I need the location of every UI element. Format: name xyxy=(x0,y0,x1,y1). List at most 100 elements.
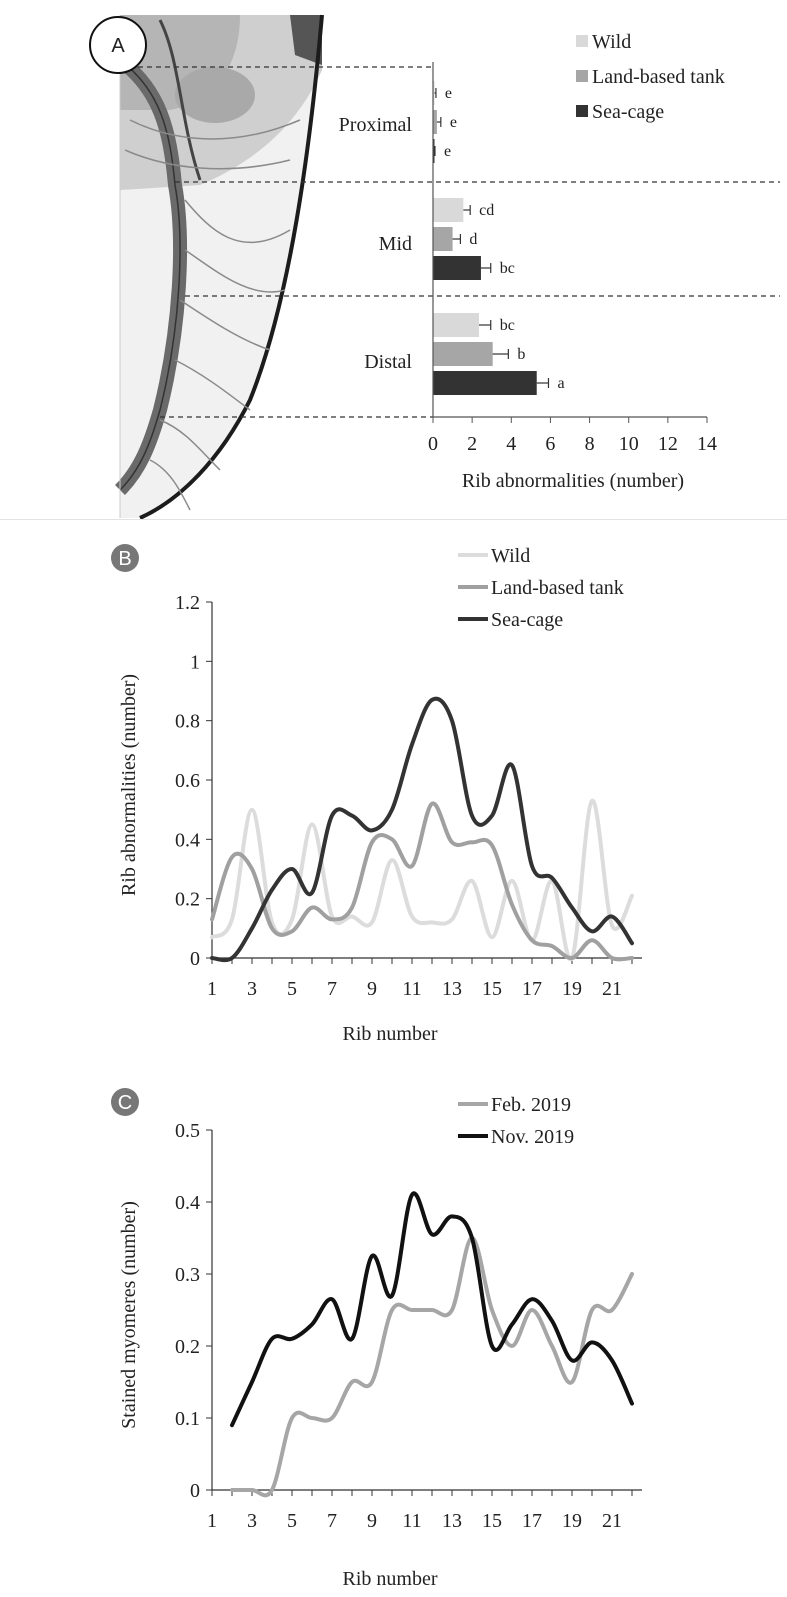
x-tick-label-12: 12 xyxy=(658,433,678,455)
bar-distal-sea-cage xyxy=(433,371,537,395)
significance-letter-distal-sea-cage: a xyxy=(557,375,564,392)
legend-label-wild: Wild xyxy=(592,31,631,53)
x-tick-label-19: 19 xyxy=(562,978,582,1000)
legend-label-sea: Sea-cage xyxy=(592,101,664,123)
svg-text:B: B xyxy=(118,548,131,570)
x-tick-label-3: 3 xyxy=(247,1510,257,1532)
x-tick-label-11: 11 xyxy=(402,978,421,1000)
panel-c-y-axis-title: Stained myomeres (number) xyxy=(118,1201,140,1429)
significance-letter-proximal-wild: e xyxy=(445,85,452,102)
x-tick-label-13: 13 xyxy=(442,1510,462,1532)
significance-letter-proximal-sea-cage: e xyxy=(444,143,451,160)
x-tick-label-17: 17 xyxy=(522,1510,542,1532)
line-sea-cage xyxy=(210,696,634,963)
region-label-mid: Mid xyxy=(379,233,412,255)
x-tick-label-11: 11 xyxy=(402,1510,421,1532)
panel-c-legend: Feb. 2019 Nov. 2019 xyxy=(458,1094,574,1148)
region-labels: Proximal Mid Distal xyxy=(339,114,413,373)
legend-label-nov-2019: Nov. 2019 xyxy=(491,1126,574,1148)
significance-letter-distal-wild: bc xyxy=(500,317,515,334)
x-tick-label-14: 14 xyxy=(697,433,717,455)
line-wild xyxy=(210,798,634,962)
panel-b-axes: 00.20.40.60.811.21 3 5 7 9 11 13 15 17 19 21 xyxy=(175,592,642,1000)
panel-b-x-axis-title: Rib number xyxy=(343,1023,438,1045)
legend-swatch-wild xyxy=(576,35,588,47)
panel-c-lines xyxy=(230,1191,634,1498)
bar-mid-wild xyxy=(433,198,464,222)
bar-distal-land-based-tank xyxy=(433,342,493,366)
region-label-distal: Distal xyxy=(364,351,412,373)
y-tick-label-0-1: 0.1 xyxy=(175,1408,200,1430)
bar-proximal-land-based-tank xyxy=(433,110,437,134)
x-tick-label-6: 6 xyxy=(545,433,555,455)
legend-label-wild: Wild xyxy=(491,545,530,567)
x-tick-label-21: 21 xyxy=(602,1510,622,1532)
x-tick-label-5: 5 xyxy=(287,978,297,1000)
fish-rib-illustration xyxy=(114,14,324,519)
significance-letter-mid-wild: cd xyxy=(479,202,494,219)
panel-a-legend: Wild Land-based tank Sea-cage xyxy=(576,31,725,123)
x-tick-label-5: 5 xyxy=(287,1510,297,1532)
x-tick-label-1: 1 xyxy=(207,1510,217,1532)
x-tick-label-1: 1 xyxy=(207,978,217,1000)
y-tick-label-1-2: 1.2 xyxy=(175,592,200,614)
y-tick-label-0-6: 0.6 xyxy=(175,770,200,792)
x-tick-label-7: 7 xyxy=(327,1510,337,1532)
panel-b-label: B xyxy=(111,544,139,572)
panel-b-legend: Wild Land-based tank Sea-cage xyxy=(458,545,624,631)
panel-b-chart: B Wild Land-based tank Sea-cage 0 0.2 0.4 0.6… xyxy=(111,544,642,1045)
line-land-based-tank xyxy=(210,801,634,962)
bar-mid-land-based-tank xyxy=(433,227,453,251)
legend-swatch-land xyxy=(576,70,588,82)
significance-letter-distal-land-based-tank: b xyxy=(517,346,525,363)
panel-a-axis: 0 2 4 6 8 10 12 14 xyxy=(428,62,717,455)
panel-c-x-axis-title: Rib number xyxy=(343,1568,438,1590)
panel-a-chart: A Proximal Mid Distal Wild Land-based ta… xyxy=(89,14,780,519)
line-nov-2019 xyxy=(230,1191,634,1428)
legend-label-feb-2019: Feb. 2019 xyxy=(491,1094,571,1116)
bar-mid-sea-cage xyxy=(433,256,481,280)
x-tick-label-3: 3 xyxy=(247,978,257,1000)
x-tick-label-10: 10 xyxy=(619,433,639,455)
svg-text:A: A xyxy=(111,35,125,57)
x-tick-label-15: 15 xyxy=(482,978,502,1000)
legend-label-sea-cage: Sea-cage xyxy=(491,609,563,631)
y-tick-label-0-5: 0.5 xyxy=(175,1120,200,1142)
svg-text:C: C xyxy=(118,1092,132,1114)
x-tick-label-19: 19 xyxy=(562,1510,582,1532)
x-tick-label-9: 9 xyxy=(367,978,377,1000)
line-feb-2019 xyxy=(230,1236,634,1498)
legend-swatch-sea xyxy=(576,105,588,117)
x-tick-label-9: 9 xyxy=(367,1510,377,1532)
significance-letter-mid-sea-cage: bc xyxy=(500,260,515,277)
bar-proximal-sea-cage xyxy=(433,139,435,163)
panel-a-x-axis-title: Rib abnormalities (number) xyxy=(462,470,684,492)
panel-a-label: A xyxy=(89,16,147,74)
panel-c-label: C xyxy=(111,1088,139,1116)
panel-b-y-axis-title: Rib abnormalities (number) xyxy=(118,674,140,896)
y-tick-label-0-4: 0.4 xyxy=(175,1192,200,1214)
legend-label-land: Land-based tank xyxy=(592,66,725,88)
y-tick-label-0-3: 0.3 xyxy=(175,1264,200,1286)
significance-letter-proximal-land-based-tank: e xyxy=(450,114,457,131)
significance-letter-mid-land-based-tank: d xyxy=(469,231,477,248)
panel-divider xyxy=(0,519,787,520)
x-tick-label-13: 13 xyxy=(442,978,462,1000)
region-separators xyxy=(138,66,780,418)
bar-proximal-wild xyxy=(433,81,435,105)
x-tick-label-7: 7 xyxy=(327,978,337,1000)
x-tick-label-15: 15 xyxy=(482,1510,502,1532)
y-tick-label-0: 0 xyxy=(190,948,200,970)
y-tick-label-0-8: 0.8 xyxy=(175,711,200,733)
x-tick-label-21: 21 xyxy=(602,978,622,1000)
y-tick-label-0-4: 0.4 xyxy=(175,829,200,851)
y-tick-label-0-2: 0.2 xyxy=(175,1336,200,1358)
bar-distal-wild xyxy=(433,313,479,337)
x-tick-label-8: 8 xyxy=(585,433,595,455)
x-tick-label-2: 2 xyxy=(467,433,477,455)
panel-b-lines xyxy=(210,696,634,963)
x-tick-label-4: 4 xyxy=(506,433,516,455)
region-label-proximal: Proximal xyxy=(339,114,413,136)
